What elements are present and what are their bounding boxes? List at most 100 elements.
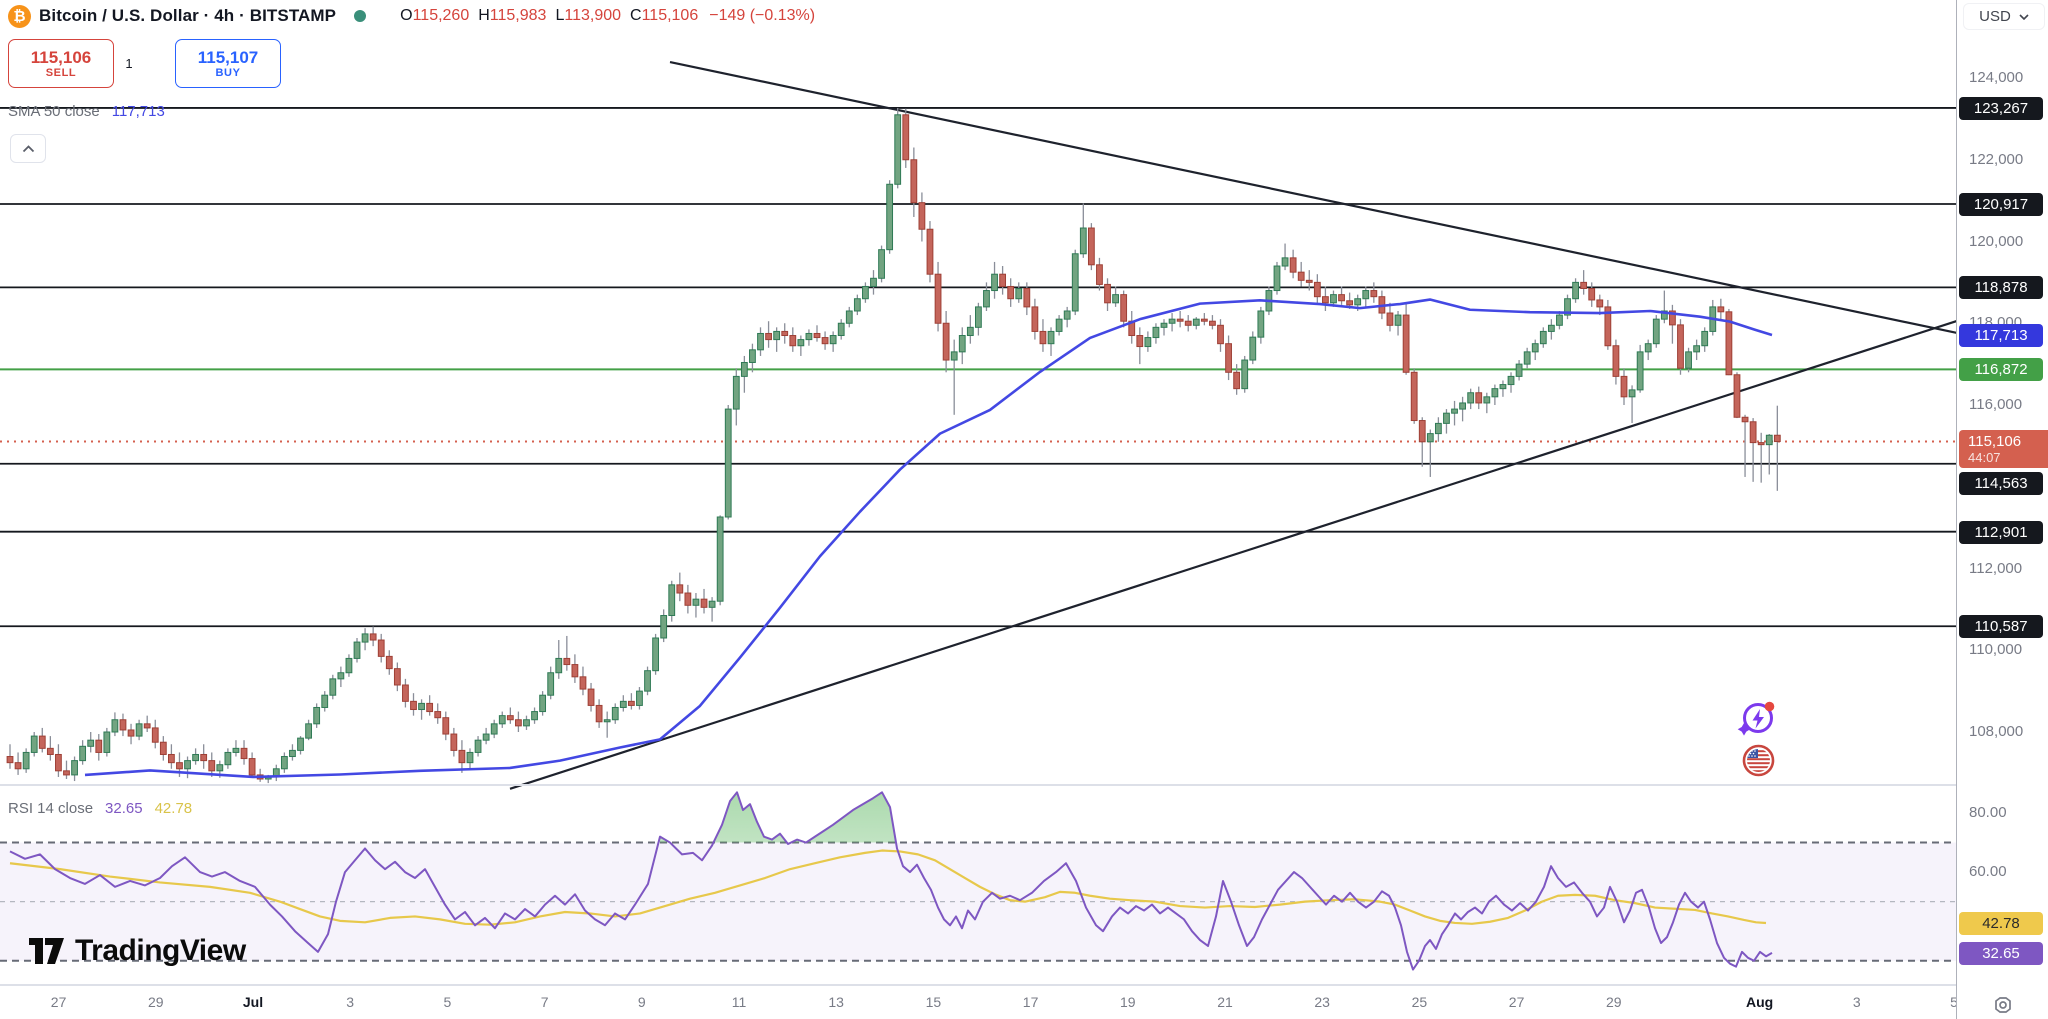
candle — [740, 361, 748, 377]
candle — [829, 335, 837, 345]
candle — [1217, 324, 1224, 345]
candle — [79, 745, 87, 762]
time-axis-label-23: 23 — [1314, 994, 1330, 1010]
badge-value: 116,872 — [1974, 361, 2028, 379]
symbol-title[interactable]: Bitcoin / U.S. Dollar · 4h · BITSTAMP — [39, 6, 337, 25]
candle — [894, 114, 902, 185]
badge-value: 117,713 — [1974, 326, 2028, 344]
candle — [1313, 281, 1321, 298]
collapse-legend-button[interactable] — [10, 134, 46, 163]
rsi-tick-60.00: 60.00 — [1969, 863, 2007, 881]
candle — [531, 711, 538, 721]
candle — [603, 719, 611, 723]
candle — [143, 723, 151, 729]
low-label: L — [555, 7, 565, 24]
price-line-badge-118,878[interactable]: 118,878 — [1959, 276, 2043, 300]
candle — [1402, 314, 1410, 373]
rsi-ma-line[interactable] — [9, 849, 1767, 926]
price-scale[interactable]: USD 124,000 122,000 120,000 118,000 116,000 1… — [1957, 0, 2048, 1019]
price-line-badge-120,917[interactable]: 120,917 — [1959, 193, 2043, 217]
last-price-badge[interactable]: 115,106 44:07 — [1959, 429, 2048, 468]
settings-gear-icon[interactable] — [1993, 995, 2013, 1019]
candle — [297, 737, 304, 751]
candle — [506, 715, 514, 721]
candle — [345, 657, 353, 674]
price-level-lines[interactable] — [0, 107, 1956, 628]
buy-button[interactable]: 115,107 BUY — [175, 39, 281, 88]
sell-price: 115,106 — [30, 47, 92, 67]
candle — [46, 747, 54, 755]
candle — [571, 664, 579, 678]
price-line-badge-110,587[interactable]: 110,587 — [1959, 615, 2043, 639]
candle — [1701, 330, 1709, 347]
candle — [1031, 306, 1039, 332]
candle — [353, 641, 361, 659]
time-axis[interactable]: 27 29 Jul 3 5 7 9 11 13 15 17 19 21 23 25 27 29 Aug 3 5 — [0, 986, 1958, 1019]
candle — [402, 684, 409, 702]
price-line-badge-112,901[interactable]: 112,901 — [1959, 520, 2043, 544]
candle — [587, 688, 595, 706]
sell-label: SELL — [45, 66, 77, 79]
candle — [305, 723, 312, 739]
pane-separator[interactable] — [0, 784, 2048, 786]
candle — [1136, 335, 1144, 348]
rsi-line[interactable] — [9, 791, 1773, 971]
tradingview-logo[interactable]: TradingView — [28, 934, 246, 968]
spread-value: 1 — [125, 56, 133, 71]
candle — [1418, 420, 1426, 443]
candle — [1628, 389, 1636, 398]
descending-trendline — [669, 60, 1958, 335]
candle — [224, 751, 232, 766]
candle — [716, 516, 724, 602]
sell-button[interactable]: 115,106 SELL — [8, 39, 114, 88]
candle — [862, 285, 869, 300]
chevron-up-icon — [22, 144, 34, 152]
price-line-badge-114,563[interactable]: 114,563 — [1959, 471, 2043, 495]
candle — [1596, 299, 1604, 308]
price-line-badge-123,267[interactable]: 123,267 — [1959, 96, 2043, 120]
low-value: 113,900 — [564, 7, 622, 24]
candle — [1297, 271, 1305, 281]
candle — [159, 741, 167, 755]
candle — [1168, 318, 1176, 324]
time-axis-label-27: 27 — [50, 994, 67, 1010]
candle — [1007, 285, 1015, 300]
candle — [1749, 421, 1757, 444]
candle — [684, 592, 692, 606]
flash-event-icon[interactable] — [1735, 697, 1781, 748]
time-axis-label-11: 11 — [731, 994, 747, 1010]
time-axis-label-29: 29 — [1606, 994, 1622, 1010]
candle — [579, 676, 587, 690]
rsi-badge-42.78[interactable]: 42.78 — [1959, 911, 2043, 935]
us-flag-event-icon[interactable] — [1742, 744, 1775, 782]
rsi-tick-80.00: 80.00 — [1969, 804, 2007, 821]
sma50-line[interactable] — [84, 298, 1773, 779]
candle — [999, 273, 1007, 287]
rsi-legend[interactable]: RSI 14 close 32.65 42.78 — [8, 800, 192, 817]
candle — [1241, 359, 1249, 390]
time-axis-label-Aug: Aug — [1745, 994, 1774, 1010]
candle — [490, 723, 498, 735]
candle — [1483, 396, 1491, 404]
time-axis-label-3: 3 — [346, 994, 355, 1010]
price-line-badge-116,872[interactable]: 116,872 — [1959, 358, 2043, 382]
candle — [1459, 402, 1466, 410]
candle — [1515, 363, 1523, 377]
currency-button[interactable]: USD — [1963, 3, 2045, 30]
candle — [1741, 416, 1749, 423]
candle — [434, 711, 442, 719]
candle — [1087, 227, 1095, 266]
candle — [1079, 227, 1087, 255]
candle — [845, 310, 853, 324]
sma-legend[interactable]: SMA 50 close 117,713 — [8, 103, 165, 120]
trendlines[interactable] — [509, 60, 1958, 790]
candle — [1539, 330, 1547, 345]
market-status-icon[interactable] — [354, 10, 367, 22]
candle — [1152, 326, 1160, 339]
candle — [1071, 253, 1079, 312]
rsi-badge-32.65[interactable]: 32.65 — [1959, 941, 2043, 965]
candle — [63, 770, 70, 776]
price-line-badge-117,713[interactable]: 117,713 — [1959, 323, 2043, 347]
close-label: C — [630, 7, 642, 24]
